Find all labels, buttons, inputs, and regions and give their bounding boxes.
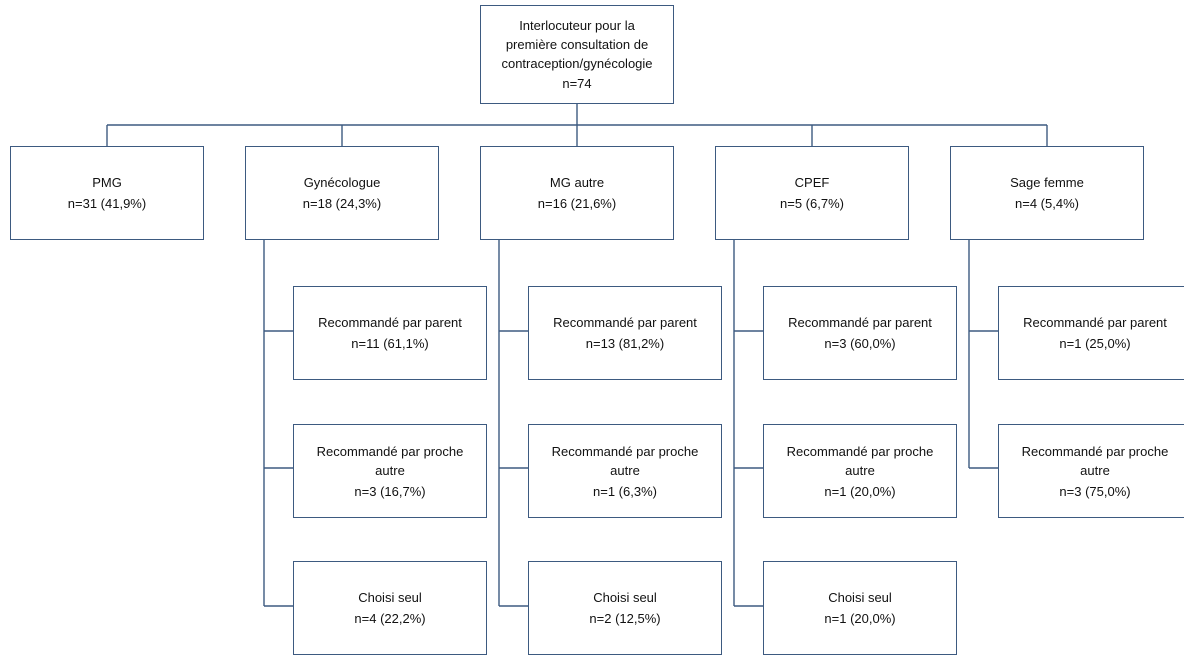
child-count: n=3 (16,7%)	[354, 483, 426, 499]
child-label: Recommandé par proche	[1021, 443, 1169, 459]
child-node-cpef-parent: Recommandé par parent n=3 (60,0%)	[763, 286, 957, 380]
root-line-3: contraception/gynécologie	[501, 56, 653, 71]
child-label-2: autre	[610, 462, 640, 478]
child-node-mg-autre-seul: Choisi seul n=2 (12,5%)	[528, 561, 722, 655]
child-count: n=1 (25,0%)	[1059, 336, 1131, 351]
child-node-mg-autre-proche: Recommandé par proche autre n=1 (6,3%)	[528, 424, 722, 518]
category-count: n=18 (24,3%)	[302, 196, 382, 211]
category-node-mg-autre: MG autre n=16 (21,6%)	[480, 146, 674, 240]
category-count: n=31 (41,9%)	[67, 196, 147, 211]
child-label: Choisi seul	[358, 590, 422, 605]
category-count: n=4 (5,4%)	[1015, 196, 1079, 211]
category-label: CPEF	[794, 175, 830, 190]
child-node-sage-femme-proche: Recommandé par proche autre n=3 (75,0%)	[998, 424, 1184, 518]
child-node-mg-autre-parent: Recommandé par parent n=13 (81,2%)	[528, 286, 722, 380]
child-label: Recommandé par parent	[553, 315, 697, 330]
child-label-2: autre	[375, 462, 405, 478]
child-node-gynecologue-proche: Recommandé par proche autre n=3 (16,7%)	[293, 424, 487, 518]
child-label: Recommandé par proche	[786, 443, 934, 459]
child-count: n=11 (61,1%)	[351, 336, 429, 351]
category-label: PMG	[92, 175, 122, 190]
child-label: Recommandé par parent	[788, 315, 932, 330]
child-node-gynecologue-seul: Choisi seul n=4 (22,2%)	[293, 561, 487, 655]
child-count: n=1 (20,0%)	[824, 483, 896, 499]
child-count: n=1 (6,3%)	[593, 483, 657, 499]
child-count: n=13 (81,2%)	[585, 336, 665, 351]
root-line-1: Interlocuteur pour la	[519, 18, 635, 33]
root-line-2: première consultation de	[505, 37, 649, 52]
category-node-pmg: PMG n=31 (41,9%)	[10, 146, 204, 240]
child-count: n=3 (60,0%)	[824, 336, 896, 351]
category-label: Gynécologue	[303, 175, 381, 190]
child-node-cpef-proche: Recommandé par proche autre n=1 (20,0%)	[763, 424, 957, 518]
child-node-gynecologue-parent: Recommandé par parent n=11 (61,1%)	[293, 286, 487, 380]
child-count: n=2 (12,5%)	[589, 611, 661, 626]
child-count: n=1 (20,0%)	[824, 611, 896, 626]
child-node-sage-femme-parent: Recommandé par parent n=1 (25,0%)	[998, 286, 1184, 380]
child-label: Recommandé par proche	[316, 443, 464, 459]
child-label-2: autre	[845, 462, 875, 478]
child-label: Choisi seul	[828, 590, 892, 605]
category-count: n=16 (21,6%)	[537, 196, 617, 211]
category-label: Sage femme	[1010, 175, 1084, 190]
child-count: n=3 (75,0%)	[1059, 483, 1131, 499]
category-count: n=5 (6,7%)	[780, 196, 844, 211]
child-node-cpef-seul: Choisi seul n=1 (20,0%)	[763, 561, 957, 655]
child-label: Recommandé par parent	[1023, 315, 1167, 330]
child-label-2: autre	[1080, 462, 1110, 478]
category-node-cpef: CPEF n=5 (6,7%)	[715, 146, 909, 240]
root-node: Interlocuteur pour la première consultat…	[480, 5, 674, 104]
child-count: n=4 (22,2%)	[354, 611, 426, 626]
category-node-gynecologue: Gynécologue n=18 (24,3%)	[245, 146, 439, 240]
root-count: n=74	[562, 76, 592, 91]
child-label: Choisi seul	[593, 590, 657, 605]
category-label: MG autre	[549, 175, 605, 190]
child-label: Recommandé par parent	[318, 315, 462, 330]
child-label: Recommandé par proche	[551, 443, 699, 459]
category-node-sage-femme: Sage femme n=4 (5,4%)	[950, 146, 1144, 240]
